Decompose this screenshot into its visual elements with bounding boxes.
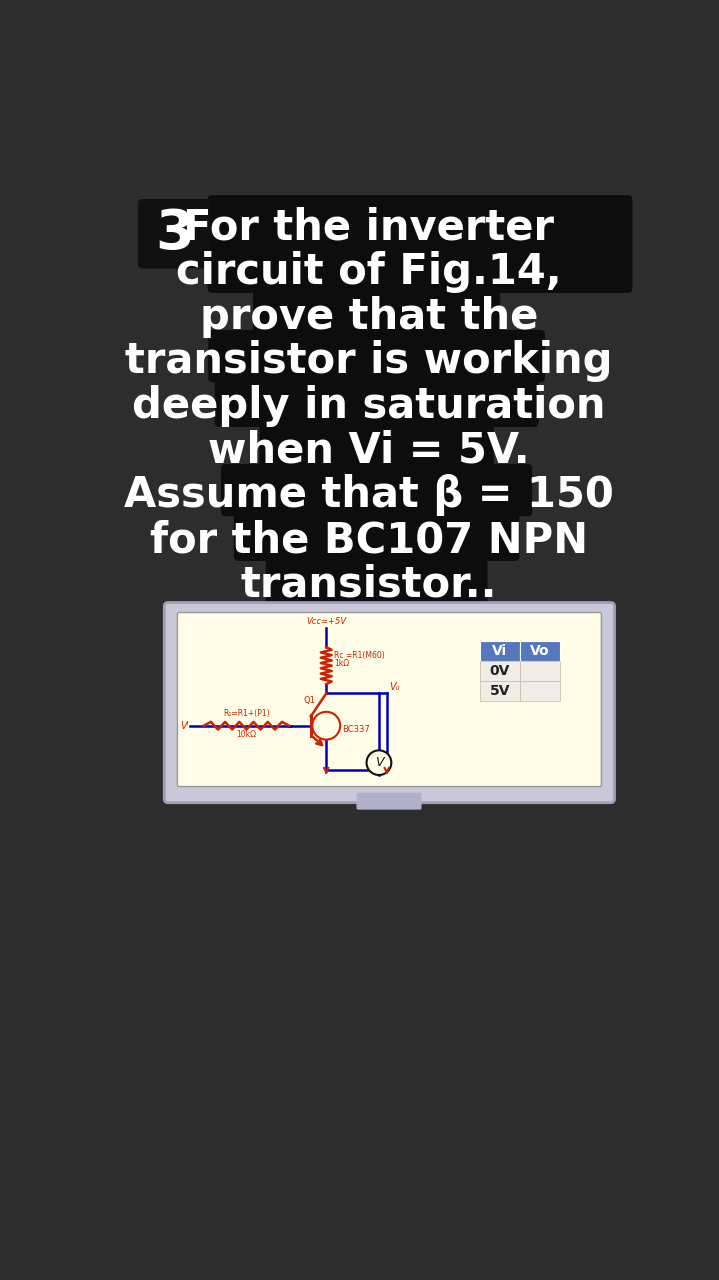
Text: transistor..: transistor.. xyxy=(241,563,497,605)
Text: circuit of Fig.14,: circuit of Fig.14, xyxy=(176,251,562,293)
FancyBboxPatch shape xyxy=(253,285,500,338)
FancyBboxPatch shape xyxy=(138,198,211,269)
FancyBboxPatch shape xyxy=(480,660,520,681)
FancyBboxPatch shape xyxy=(357,792,421,810)
FancyBboxPatch shape xyxy=(208,195,633,246)
Text: 1kΩ: 1kΩ xyxy=(334,659,349,668)
FancyBboxPatch shape xyxy=(234,508,519,561)
Text: For the inverter: For the inverter xyxy=(183,206,554,248)
FancyBboxPatch shape xyxy=(480,641,520,660)
FancyBboxPatch shape xyxy=(178,613,601,786)
Text: for the BC107 NPN: for the BC107 NPN xyxy=(150,520,588,561)
Circle shape xyxy=(367,750,391,774)
Text: Q1: Q1 xyxy=(303,696,316,705)
FancyBboxPatch shape xyxy=(215,375,539,428)
FancyBboxPatch shape xyxy=(260,420,494,471)
FancyBboxPatch shape xyxy=(164,603,615,803)
FancyBboxPatch shape xyxy=(266,553,487,605)
FancyBboxPatch shape xyxy=(520,641,560,660)
Text: Assume that β = 150: Assume that β = 150 xyxy=(124,475,614,516)
Text: transistor is working: transistor is working xyxy=(125,340,613,383)
Text: R₁=R1+(P1): R₁=R1+(P1) xyxy=(223,709,270,718)
FancyBboxPatch shape xyxy=(520,681,560,701)
Text: Rc =R1(M60): Rc =R1(M60) xyxy=(334,652,385,660)
Text: 3: 3 xyxy=(155,206,193,261)
Text: 5V: 5V xyxy=(490,684,510,698)
Text: deeply in saturation: deeply in saturation xyxy=(132,385,605,428)
FancyBboxPatch shape xyxy=(221,463,532,516)
Text: Vo: Vo xyxy=(531,644,550,658)
Text: V₀: V₀ xyxy=(389,682,400,691)
Text: 10kΩ: 10kΩ xyxy=(237,731,257,740)
FancyBboxPatch shape xyxy=(138,198,211,269)
Text: Vᴵ: Vᴵ xyxy=(180,721,188,731)
Text: Vcc=+5V: Vcc=+5V xyxy=(306,617,347,626)
FancyBboxPatch shape xyxy=(209,330,545,383)
FancyBboxPatch shape xyxy=(480,681,520,701)
Text: BC337: BC337 xyxy=(342,724,370,733)
FancyBboxPatch shape xyxy=(520,660,560,681)
Text: prove that the: prove that the xyxy=(200,296,538,338)
Text: V: V xyxy=(375,756,383,769)
Text: 0V: 0V xyxy=(490,664,510,678)
Text: when Vi = 5V.: when Vi = 5V. xyxy=(208,430,530,472)
Text: Vi: Vi xyxy=(493,644,508,658)
FancyBboxPatch shape xyxy=(208,241,633,293)
Text: 3: 3 xyxy=(155,206,193,261)
